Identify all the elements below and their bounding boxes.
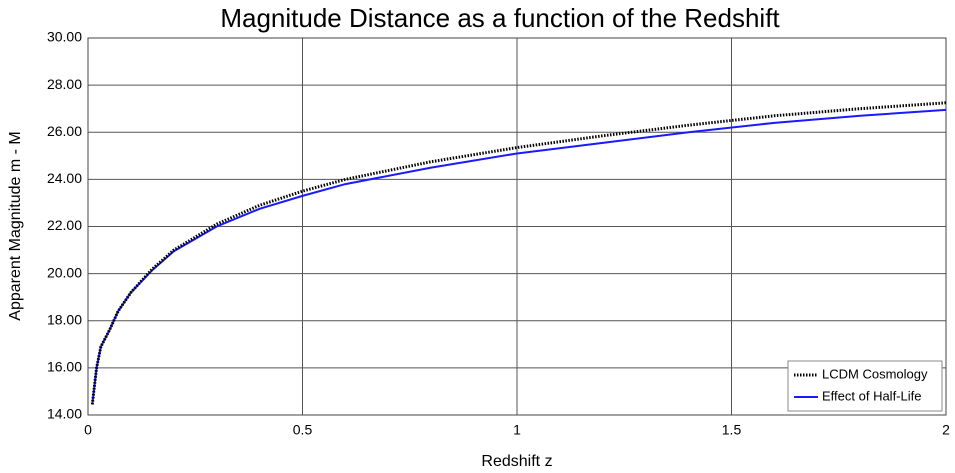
legend-box [787, 360, 943, 412]
plot-frame [87, 37, 947, 416]
y-tick-label: 18.00 [47, 311, 82, 327]
x-tick-label: 0 [84, 422, 92, 438]
x-tick-label: 1 [513, 422, 521, 438]
y-tick-label: 28.00 [47, 76, 82, 92]
y-tick-label: 26.00 [47, 123, 82, 139]
y-axis-label: Apparent Magnitude m - M [7, 131, 24, 320]
data-line [90, 101, 947, 405]
y-tick-label: 22.00 [47, 217, 82, 233]
x-tick-label: 2 [942, 422, 950, 438]
x-axis-label: Redshift z [481, 453, 552, 470]
x-tick-label: 0.5 [293, 422, 313, 438]
y-tick-label: 24.00 [47, 170, 82, 186]
x-tick-label: 1.5 [722, 422, 742, 438]
y-tick-label: 16.00 [47, 359, 82, 375]
y-tick-label: 20.00 [47, 264, 82, 280]
chart-title: Magnitude Distance as a function of the … [220, 3, 780, 33]
legend-label: Effect of Half-Life [822, 388, 921, 403]
data-line [91, 108, 947, 405]
y-tick-label: 30.00 [47, 29, 82, 45]
legend-label: LCDM Cosmology [822, 366, 928, 381]
y-tick-label: 14.00 [47, 406, 82, 422]
